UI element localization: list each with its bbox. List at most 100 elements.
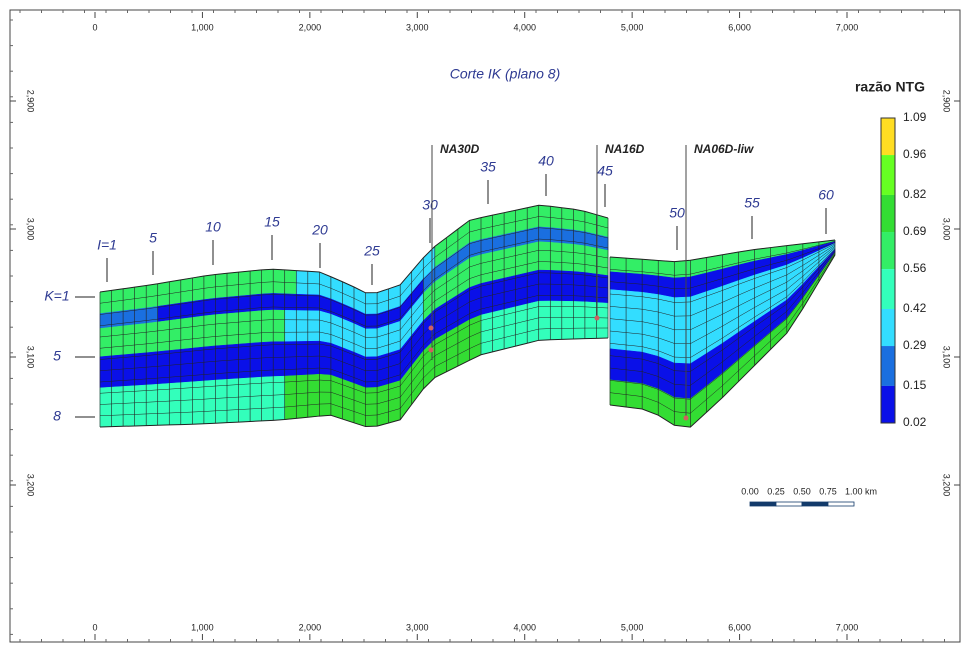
cell (550, 300, 563, 340)
grid-line (99, 317, 609, 405)
cell (596, 214, 609, 238)
cell (641, 351, 659, 390)
cell (365, 313, 378, 330)
colorbar-swatch (881, 269, 895, 309)
colorbar-swatch (881, 385, 895, 423)
cell (353, 323, 366, 358)
x-tick-label: 0 (92, 622, 97, 632)
i-label: 55 (744, 195, 760, 211)
x-tick-label: 0 (92, 22, 97, 32)
x-tick-label: 3,000 (406, 22, 429, 32)
cell (145, 321, 158, 354)
i-label: 45 (597, 163, 613, 179)
colorbar-swatch (881, 232, 895, 270)
grid-line (99, 327, 609, 416)
cell (625, 257, 643, 275)
cell (538, 226, 551, 243)
cell (319, 310, 332, 344)
scale-seg (801, 501, 829, 507)
cell (261, 341, 274, 378)
cell (492, 309, 505, 353)
grid-line (609, 247, 836, 344)
cell (457, 319, 470, 367)
x-tick-label: 2,000 (299, 22, 322, 32)
cell (515, 229, 528, 248)
cell (284, 341, 297, 377)
cell (584, 211, 597, 235)
cell (122, 309, 135, 327)
cell (226, 295, 239, 314)
cell (446, 325, 459, 373)
x-tick-label: 3,000 (406, 622, 429, 632)
grid-line (99, 216, 609, 305)
cell (284, 310, 297, 342)
cell (674, 296, 691, 364)
cell (249, 342, 262, 379)
cell (342, 378, 355, 424)
cell (526, 241, 539, 274)
cell (342, 318, 355, 353)
grid-line (99, 250, 609, 338)
colorbar-tick-label: 0.02 (903, 415, 927, 429)
grid-line (99, 204, 609, 294)
cell (215, 313, 228, 347)
cell (480, 236, 493, 255)
cell (492, 249, 505, 282)
cell (261, 268, 274, 295)
cell (307, 340, 320, 376)
cell (284, 269, 297, 295)
cell (515, 207, 528, 233)
cell (538, 269, 551, 302)
grid-line (99, 306, 609, 394)
cell (573, 243, 586, 273)
cell (609, 271, 627, 292)
cell (526, 300, 539, 344)
cell (169, 318, 182, 351)
grid-line (609, 249, 836, 372)
cell (492, 212, 505, 238)
cell (503, 231, 516, 250)
i-label: 50 (669, 205, 685, 221)
cell (249, 293, 262, 312)
cell (307, 310, 320, 342)
cell (111, 310, 124, 328)
k-label: K=1 (44, 288, 69, 304)
cell (469, 217, 482, 244)
i-label: 35 (480, 159, 496, 175)
cell (674, 276, 691, 298)
x-tick-label: 6,000 (728, 22, 751, 32)
depth-tick-label: 3,200 (26, 474, 36, 497)
cell (515, 303, 528, 347)
i-label: 30 (422, 197, 438, 213)
depth-tick-label: 3,000 (942, 218, 952, 241)
cell (388, 349, 401, 385)
grid-line (99, 294, 609, 383)
well-name: NA16D (605, 142, 645, 156)
cell (625, 272, 643, 293)
colorbar-swatch (881, 194, 895, 233)
scale-label: 0.75 (819, 486, 837, 496)
cell (226, 312, 239, 346)
x-tick-label: 7,000 (836, 22, 859, 32)
cell (203, 297, 216, 317)
cell (480, 251, 493, 284)
cell (503, 209, 516, 235)
cell (192, 299, 205, 318)
i-label: 60 (818, 187, 834, 203)
cell (169, 349, 182, 384)
cell (249, 310, 262, 344)
i-label: 15 (264, 214, 280, 230)
grid-line (99, 337, 609, 428)
grid-line (99, 272, 609, 360)
cell (561, 242, 574, 272)
i-label: 10 (205, 219, 221, 235)
cell (272, 341, 285, 377)
cell (272, 293, 285, 311)
cell (609, 256, 627, 274)
cell (526, 226, 539, 245)
grid-line (609, 242, 836, 290)
cell (376, 324, 389, 358)
cell (538, 300, 551, 341)
i-label: 25 (363, 243, 380, 259)
depth-tick-label: 2,900 (26, 90, 36, 113)
